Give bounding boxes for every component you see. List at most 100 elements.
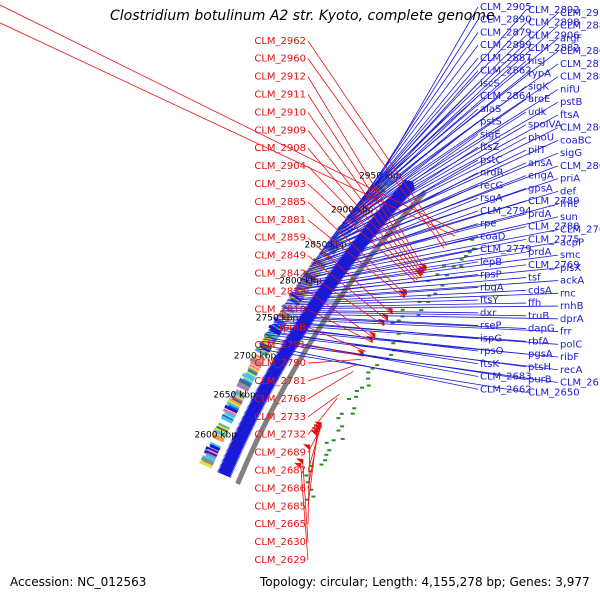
- right-gene-label: rnc: [560, 288, 576, 299]
- right-leader-line: [363, 25, 559, 198]
- minor-feature-mark: [467, 251, 472, 254]
- reverse-gene-mark: [303, 444, 311, 451]
- right-gene-label: coaD: [480, 231, 506, 242]
- right-leader-line: [304, 216, 559, 275]
- right-leader-line: [303, 223, 479, 276]
- reverse-gene-mark: [368, 331, 376, 340]
- left-leader-line: [307, 112, 423, 276]
- left-gene-label: CLM_2849: [254, 251, 306, 262]
- left-leader-line: [307, 308, 373, 343]
- right-leader-line: [334, 108, 479, 234]
- minor-feature-mark: [427, 294, 432, 297]
- cog-block: [224, 410, 236, 419]
- left-gene-label: rpmB: [279, 322, 306, 333]
- left-leader-line: [307, 393, 340, 418]
- right-gene-label: pgsA: [528, 349, 553, 360]
- left-gene-label: CLM_2912: [254, 72, 306, 83]
- right-gene-label: CLM_2867: [560, 46, 600, 57]
- right-leader-line: [333, 111, 527, 236]
- right-leader-line: [292, 264, 527, 294]
- minor-feature-mark: [389, 353, 394, 356]
- left-leader-line: [307, 449, 311, 525]
- gene-tracks: [199, 173, 477, 501]
- cog-block: [199, 460, 213, 469]
- right-leader-line: [301, 229, 559, 279]
- left-gene-label: CLM_2630: [254, 537, 306, 548]
- right-gene-label: dapG: [528, 324, 555, 335]
- left-leader-line: [307, 326, 367, 352]
- right-gene-label: coaBC: [560, 135, 591, 146]
- minor-feature-mark: [327, 449, 332, 452]
- right-gene-label: engA: [528, 171, 554, 182]
- left-gene-label: CLM_2822: [254, 286, 306, 297]
- right-gene-label: prdA: [528, 209, 552, 220]
- right-leader-line: [295, 251, 527, 289]
- cog-block: [312, 257, 326, 269]
- right-gene-label: CLM_2683: [480, 372, 532, 383]
- right-gene-label: phoU: [528, 132, 554, 143]
- right-leader-line: [320, 159, 479, 252]
- cog-block: [209, 443, 221, 452]
- right-leader-line: [314, 185, 479, 262]
- left-gene-label: CLM_2732: [254, 430, 306, 441]
- right-leader-line: [349, 60, 527, 215]
- minor-feature-mark: [391, 342, 396, 345]
- right-gene-label: rseP: [480, 321, 502, 332]
- minor-feature-mark: [311, 495, 316, 498]
- right-gene-label: CLM_2889: [480, 40, 532, 51]
- right-gene-label: frr: [560, 327, 572, 338]
- left-leader-line: [307, 237, 393, 315]
- right-leader-line: [324, 140, 559, 247]
- minor-feature-mark: [433, 292, 438, 295]
- right-gene-label: sigK: [528, 81, 549, 92]
- right-leader-line: [341, 86, 527, 225]
- right-gene-label: ftsY: [480, 295, 499, 306]
- minor-feature-mark: [331, 439, 336, 442]
- right-gene-label: CLM_2860: [560, 123, 600, 134]
- right-leader-line: [281, 305, 559, 310]
- left-leader-line: [307, 94, 424, 274]
- minor-feature-mark: [319, 463, 324, 466]
- right-leader-line: [290, 274, 479, 297]
- right-leader-line: [287, 280, 559, 300]
- minor-feature-mark: [366, 384, 371, 387]
- left-leader-line: [0, 22, 456, 237]
- right-gene-label: polC: [560, 339, 582, 350]
- right-gene-label: ackA: [560, 276, 584, 287]
- minor-feature-mark: [354, 389, 359, 392]
- right-gene-label: pstC: [480, 155, 502, 166]
- right-gene-label: acpP: [560, 237, 584, 248]
- left-leader-line: [300, 467, 309, 561]
- minor-feature-mark: [324, 441, 329, 444]
- left-gene-label: CLM_2790: [254, 358, 306, 369]
- reverse-gene-mark: [386, 306, 393, 315]
- left-leader-line: [307, 219, 405, 298]
- left-gene-label: CLM_2686: [254, 483, 306, 494]
- right-gene-label: rnhB: [560, 301, 584, 312]
- right-leader-line: [361, 32, 479, 200]
- right-leader-line: [344, 73, 527, 221]
- right-gene-label: fmt: [560, 199, 577, 210]
- right-leader-line: [276, 316, 527, 329]
- scale-label: 2750 kbp: [256, 314, 299, 324]
- left-gene-label: CLM_2911: [254, 90, 306, 101]
- minor-feature-mark: [400, 315, 405, 318]
- left-gene-label: CLM_2904: [254, 161, 306, 172]
- minor-feature-mark: [336, 417, 341, 420]
- left-leader-line: [307, 183, 417, 283]
- right-gene-label: smc: [560, 250, 580, 261]
- left-leader-line: [307, 273, 384, 326]
- right-gene-label: sun: [560, 212, 578, 223]
- left-gene-label: CLM_2768: [254, 394, 306, 405]
- right-gene-label: ftsA: [560, 110, 579, 121]
- minor-feature-mark: [470, 238, 475, 241]
- right-leader-line: [283, 299, 479, 306]
- right-gene-label: hisJ: [528, 56, 545, 67]
- right-gene-label: pilT: [528, 145, 547, 156]
- minor-feature-mark: [464, 255, 469, 258]
- right-label-leaders: [257, 6, 559, 393]
- left-leader-line: [307, 364, 358, 382]
- right-leader-line: [273, 321, 527, 342]
- left-leader-line: [307, 130, 421, 277]
